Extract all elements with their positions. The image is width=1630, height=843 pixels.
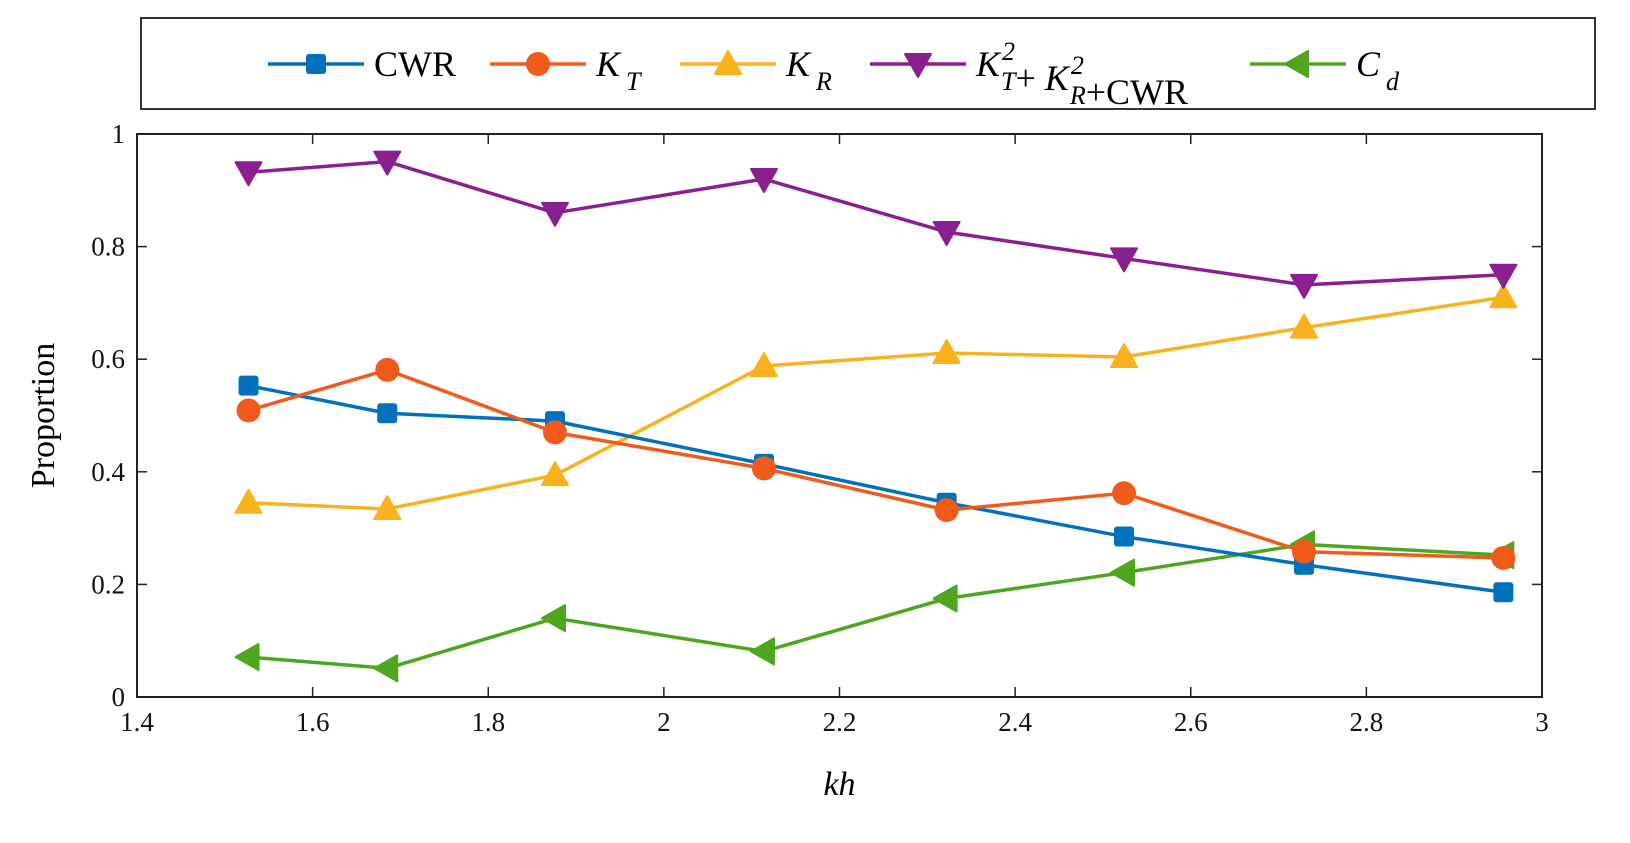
series-line xyxy=(248,295,1504,511)
data-point xyxy=(373,150,402,176)
legend: CWR K T K R K2 T+ K2 R+CWR C d xyxy=(140,17,1596,112)
data-point xyxy=(749,351,778,377)
series-3 xyxy=(234,283,1518,520)
x-tick-label: 1.4 xyxy=(120,707,154,737)
data-point xyxy=(932,584,958,613)
legend-box xyxy=(140,17,1596,110)
y-tick-label: 0.6 xyxy=(91,344,125,374)
series-line xyxy=(248,368,1504,560)
series-4 xyxy=(234,150,1518,299)
x-tick-label: 2.2 xyxy=(823,707,857,737)
data-point xyxy=(234,643,260,672)
data-point xyxy=(1112,481,1137,506)
series-layer xyxy=(234,150,1518,683)
data-point xyxy=(749,168,778,194)
series-line xyxy=(248,383,1504,595)
data-point xyxy=(751,456,776,481)
data-point xyxy=(1114,526,1135,547)
y-tick-label: 0.8 xyxy=(91,232,125,262)
data-point xyxy=(749,637,775,666)
legend-label: CWR xyxy=(374,44,456,84)
x-axis-title: kh xyxy=(823,766,855,803)
data-point xyxy=(1292,539,1317,564)
axes: 1.4 1.6 1.8 2 2.2 2.4 2.6 2.8 3 0 0.2 0.4 0.6 0.8 1 xyxy=(91,119,1549,737)
legend-swatch-marker xyxy=(526,52,550,76)
x-tick-label: 2.8 xyxy=(1350,707,1384,737)
x-tick-label: 2.6 xyxy=(1174,707,1208,737)
x-tick-label: 2 xyxy=(657,707,671,737)
data-point xyxy=(932,339,961,365)
legend-entry: K2 T+ K2 R+CWR xyxy=(870,37,1188,112)
legend-swatch-marker xyxy=(1284,50,1309,78)
legend-swatch-marker xyxy=(714,50,742,75)
data-point xyxy=(1290,313,1319,339)
data-point xyxy=(540,604,566,633)
legend-label: K2 T+ K2 R+CWR xyxy=(975,37,1188,112)
y-tick-label: 0 xyxy=(112,682,126,712)
data-point xyxy=(932,220,961,246)
data-point xyxy=(540,461,569,487)
data-point xyxy=(1489,283,1518,309)
data-point xyxy=(1110,558,1136,587)
x-tick-label: 1.6 xyxy=(296,707,330,737)
x-tick-label: 1.8 xyxy=(471,707,505,737)
y-tick-label: 1 xyxy=(112,119,126,149)
data-point xyxy=(934,498,959,523)
series-line xyxy=(248,542,1504,671)
data-point xyxy=(1493,582,1514,603)
data-point xyxy=(373,654,399,683)
data-point xyxy=(1110,247,1139,273)
data-point xyxy=(236,398,261,423)
legend-swatch-marker xyxy=(904,53,932,78)
data-point xyxy=(377,403,398,424)
data-point xyxy=(373,494,402,520)
data-point xyxy=(234,161,263,187)
y-tick-label: 0.4 xyxy=(91,457,125,487)
legend-entry: CWR xyxy=(268,44,456,84)
data-point xyxy=(540,201,569,227)
legend-swatch-marker xyxy=(306,54,326,74)
y-axis-title: Proportion xyxy=(25,343,62,488)
data-point xyxy=(1491,545,1516,570)
data-point xyxy=(234,488,263,514)
series-line xyxy=(248,159,1504,287)
data-point xyxy=(375,357,400,382)
data-point xyxy=(1110,342,1139,368)
data-point xyxy=(1290,273,1319,299)
data-point xyxy=(542,420,567,445)
plot-area xyxy=(136,133,1543,698)
data-point xyxy=(1489,263,1518,289)
series-2 xyxy=(236,357,1516,570)
data-point xyxy=(238,375,259,396)
y-tick-label: 0.2 xyxy=(91,569,125,599)
x-tick-label: 3 xyxy=(1535,707,1549,737)
x-tick-label: 2.4 xyxy=(998,707,1032,737)
